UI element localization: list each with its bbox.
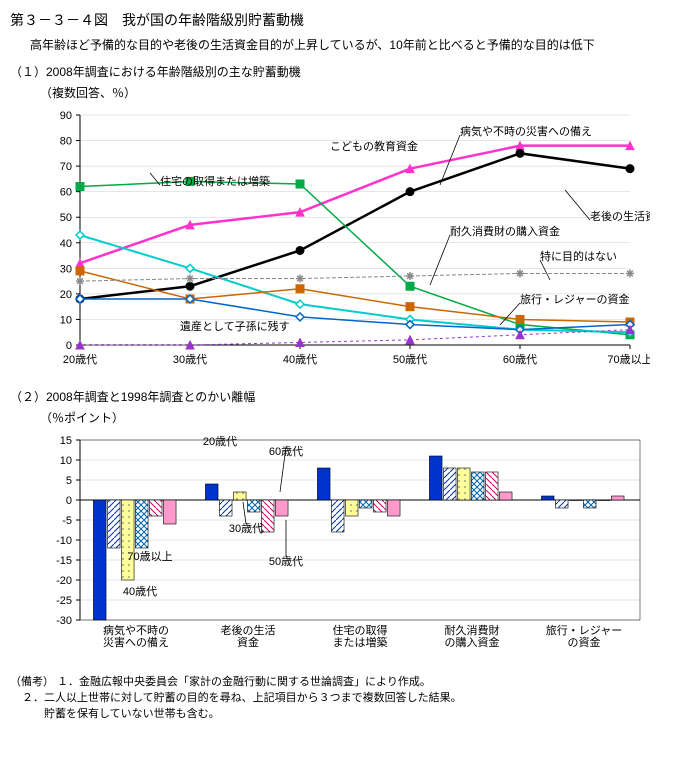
footnote-line-3: 貯蓄を保有していない世帯も含む。 bbox=[62, 705, 692, 721]
svg-text:こどもの教育資金: こどもの教育資金 bbox=[330, 139, 418, 153]
svg-text:病気や不時の災害への備え: 病気や不時の災害への備え bbox=[460, 124, 592, 138]
chart1-container: 0 10 20 30 40 50 60 70 80 90 20歳代 30歳代 40歳代 50歳代 60歳代 7… bbox=[30, 105, 692, 378]
svg-text:の資金: の資金 bbox=[568, 635, 601, 649]
svg-text:-20: -20 bbox=[56, 575, 72, 587]
svg-text:20歳代: 20歳代 bbox=[63, 353, 97, 366]
svg-text:遺産として子孫に残す: 遺産として子孫に残す bbox=[180, 319, 290, 333]
svg-text:0: 0 bbox=[66, 495, 72, 507]
section1-title: （１）2008年調査における年齢階級別の主な貯蓄動機 bbox=[10, 63, 692, 80]
svg-text:災害への備え: 災害への備え bbox=[103, 635, 169, 649]
svg-text:病気や不時の: 病気や不時の bbox=[103, 623, 169, 637]
svg-text:耐久消費財: 耐久消費財 bbox=[445, 623, 500, 637]
bar-chart: -30 -25 -20 -15 -10 -5 0 5 10 15 病気や不時の災害への備え 老後の生活… bbox=[30, 430, 650, 660]
figure-subtitle: 高年齢ほど予備的な目的や老後の生活資金目的が上昇しているが、10年前と比べると予… bbox=[30, 36, 692, 53]
figure-title: 第３－３－４図 我が国の年齢階級別貯蓄動機 bbox=[10, 10, 692, 30]
svg-text:50歳代: 50歳代 bbox=[269, 555, 303, 568]
svg-text:80: 80 bbox=[60, 136, 72, 148]
svg-text:住宅の取得または増築: 住宅の取得または増築 bbox=[160, 174, 270, 188]
svg-text:-25: -25 bbox=[56, 595, 72, 607]
svg-text:10: 10 bbox=[60, 314, 72, 326]
svg-text:の購入資金: の購入資金 bbox=[445, 635, 500, 649]
svg-text:老後の生活: 老後の生活 bbox=[221, 623, 276, 637]
svg-text:0: 0 bbox=[66, 340, 72, 352]
section2-title: （２）2008年調査と1998年調査とのかい離幅 bbox=[10, 388, 692, 405]
svg-text:70歳以上: 70歳以上 bbox=[127, 550, 172, 563]
section2-axis-label: （％ポイント） bbox=[40, 409, 692, 426]
svg-text:特に目的はない: 特に目的はない bbox=[540, 249, 617, 263]
svg-text:60歳代: 60歳代 bbox=[269, 445, 303, 458]
svg-text:40歳代: 40歳代 bbox=[283, 353, 317, 366]
svg-text:-15: -15 bbox=[56, 555, 72, 567]
svg-text:30: 30 bbox=[60, 263, 72, 275]
svg-text:または増築: または増築 bbox=[333, 635, 388, 649]
svg-text:15: 15 bbox=[60, 435, 72, 447]
svg-text:旅行・レジャーの資金: 旅行・レジャーの資金 bbox=[520, 292, 629, 306]
footnote-prefix: （備考） bbox=[10, 676, 54, 688]
footnote: （備考） １．金融広報中央委員会「家計の金融行動に関する世論調査」により作成。 … bbox=[10, 673, 692, 721]
svg-text:5: 5 bbox=[66, 475, 72, 487]
footnote-line-2: ２．二人以上世帯に対して貯蓄の目的を尋ね、上記項目から３つまで複数回答した結果。 bbox=[62, 689, 692, 705]
svg-text:40: 40 bbox=[60, 238, 72, 250]
svg-text:20歳代: 20歳代 bbox=[203, 435, 237, 448]
svg-text:10: 10 bbox=[60, 455, 72, 467]
svg-text:60: 60 bbox=[60, 187, 72, 199]
svg-text:-10: -10 bbox=[56, 535, 72, 547]
footnote-line-1: １．金融広報中央委員会「家計の金融行動に関する世論調査」により作成。 bbox=[57, 676, 431, 688]
svg-text:30歳代: 30歳代 bbox=[229, 522, 263, 535]
svg-text:耐久消費財の購入資金: 耐久消費財の購入資金 bbox=[450, 224, 560, 238]
svg-text:50: 50 bbox=[60, 212, 72, 224]
chart2-container: -30 -25 -20 -15 -10 -5 0 5 10 15 病気や不時の災害への備え 老後の生活… bbox=[30, 430, 692, 663]
section1-axis-label: （複数回答、％） bbox=[40, 84, 692, 101]
svg-text:60歳代: 60歳代 bbox=[503, 353, 537, 366]
svg-text:20: 20 bbox=[60, 289, 72, 301]
svg-text:90: 90 bbox=[60, 110, 72, 122]
svg-text:-30: -30 bbox=[56, 615, 72, 627]
svg-text:70歳以上: 70歳以上 bbox=[607, 353, 650, 366]
svg-text:旅行・レジャー: 旅行・レジャー bbox=[546, 623, 622, 637]
svg-text:老後の生活資金: 老後の生活資金 bbox=[590, 209, 650, 223]
svg-text:資金: 資金 bbox=[237, 635, 259, 649]
svg-text:70: 70 bbox=[60, 161, 72, 173]
svg-text:40歳代: 40歳代 bbox=[123, 585, 157, 598]
svg-text:30歳代: 30歳代 bbox=[173, 353, 207, 366]
svg-text:50歳代: 50歳代 bbox=[393, 353, 427, 366]
svg-text:住宅の取得: 住宅の取得 bbox=[333, 623, 388, 637]
line-chart: 0 10 20 30 40 50 60 70 80 90 20歳代 30歳代 40歳代 50歳代 60歳代 7… bbox=[30, 105, 650, 375]
svg-text:-5: -5 bbox=[62, 515, 72, 527]
